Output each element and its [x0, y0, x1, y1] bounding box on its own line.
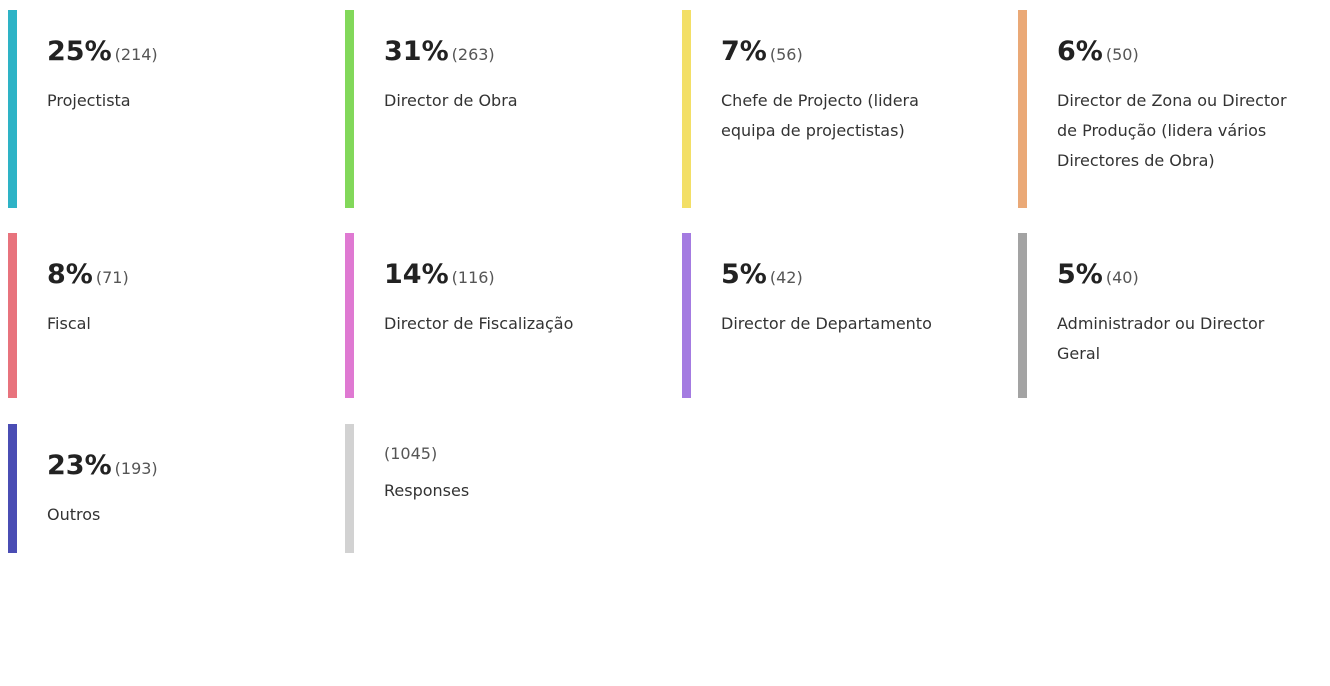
result-item: (1045) Responses — [345, 424, 665, 553]
count: (56) — [769, 45, 803, 64]
item-label: Administrador ou Director Geral — [1057, 309, 1264, 369]
label-line: Chefe de Projecto (lidera — [721, 91, 919, 110]
color-bar — [682, 233, 691, 398]
label-line: Geral — [1057, 344, 1101, 363]
item-head: 31% (263) — [384, 36, 495, 67]
count: (263) — [451, 45, 495, 64]
item-head: 23% (193) — [47, 450, 158, 481]
item-label: Director de Fiscalização — [384, 309, 573, 339]
percent: 8% — [47, 259, 93, 290]
label-line: Outros — [47, 505, 101, 524]
label-line: equipa de projectistas) — [721, 121, 905, 140]
result-item: 23% (193) Outros — [8, 424, 328, 553]
count: (116) — [451, 268, 495, 287]
count: (214) — [114, 45, 158, 64]
item-head: 6% (50) — [1057, 36, 1139, 67]
result-item: 14% (116) Director de Fiscalização — [345, 233, 665, 398]
percent: 31% — [384, 36, 449, 67]
percent: 5% — [1057, 259, 1103, 290]
count: (42) — [769, 268, 803, 287]
color-bar — [345, 233, 354, 398]
label-line: Fiscal — [47, 314, 91, 333]
color-bar — [1018, 233, 1027, 398]
item-label: Chefe de Projecto (lidera equipa de proje… — [721, 86, 919, 146]
item-label: Outros — [47, 500, 100, 530]
color-bar — [1018, 10, 1027, 208]
label-line: Responses — [384, 481, 470, 500]
percent: 14% — [384, 259, 449, 290]
result-item: 31% (263) Director de Obra — [345, 10, 665, 208]
item-head: 8% (71) — [47, 259, 129, 290]
count: (71) — [95, 268, 129, 287]
label-line: Administrador ou Director — [1057, 314, 1265, 333]
item-label: Director de Zona ou Director de Produção … — [1057, 86, 1287, 176]
item-head: 5% (42) — [721, 259, 803, 290]
result-item: 5% (42) Director de Departamento — [682, 233, 1002, 398]
item-head: 14% (116) — [384, 259, 495, 290]
label-line: Projectista — [47, 91, 131, 110]
count: (40) — [1105, 268, 1139, 287]
item-head: 25% (214) — [47, 36, 158, 67]
label-line: Director de Zona ou Director — [1057, 91, 1287, 110]
color-bar — [8, 10, 17, 208]
count: (193) — [114, 459, 158, 478]
color-bar — [345, 424, 354, 553]
item-label: Director de Departamento — [721, 309, 932, 339]
percent: 7% — [721, 36, 767, 67]
item-label: Director de Obra — [384, 86, 518, 116]
label-line: de Produção (lidera vários — [1057, 121, 1267, 140]
item-head: 7% (56) — [721, 36, 803, 67]
percent: 25% — [47, 36, 112, 67]
item-label: Projectista — [47, 86, 131, 116]
item-label: Responses — [384, 476, 469, 506]
label-line: Director de Departamento — [721, 314, 932, 333]
result-item: 5% (40) Administrador ou Director Geral — [1018, 233, 1330, 398]
item-label: Fiscal — [47, 309, 91, 339]
percent: 6% — [1057, 36, 1103, 67]
result-item: 7% (56) Chefe de Projecto (lidera equipa de… — [682, 10, 1002, 208]
color-bar — [345, 10, 354, 208]
item-head: (1045) — [384, 444, 437, 463]
label-line: Director de Fiscalização — [384, 314, 574, 333]
color-bar — [8, 233, 17, 398]
result-item: 6% (50) Director de Zona ou Director de Pro… — [1018, 10, 1330, 208]
item-head: 5% (40) — [1057, 259, 1139, 290]
color-bar — [8, 424, 17, 553]
color-bar — [682, 10, 691, 208]
label-line: Director de Obra — [384, 91, 518, 110]
percent: 5% — [721, 259, 767, 290]
count: (50) — [1105, 45, 1139, 64]
percent: 23% — [47, 450, 112, 481]
label-line: Directores de Obra) — [1057, 151, 1215, 170]
result-item: 8% (71) Fiscal — [8, 233, 328, 398]
result-item: 25% (214) Projectista — [8, 10, 328, 208]
count: (1045) — [384, 444, 438, 463]
